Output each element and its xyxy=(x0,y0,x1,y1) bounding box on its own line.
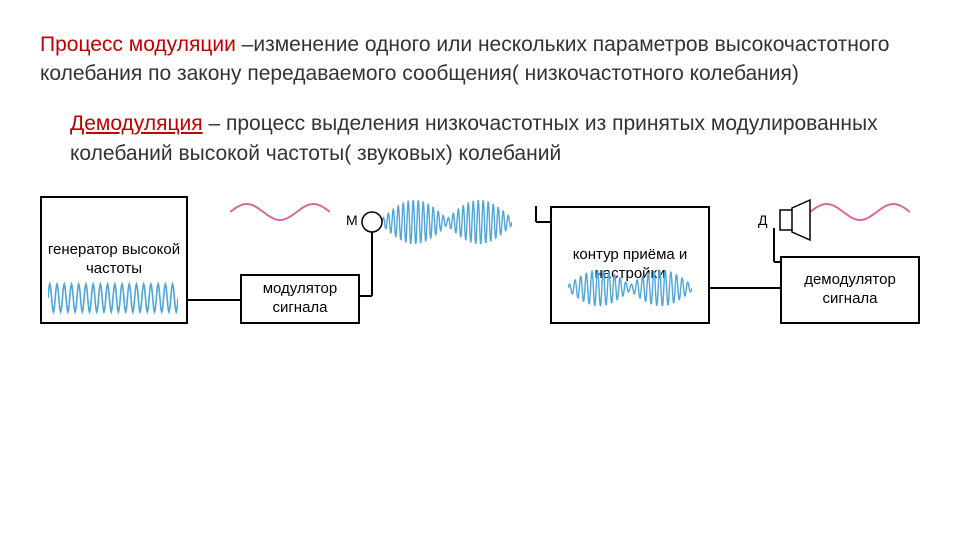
term-modulation: Процесс модуляции xyxy=(40,33,236,56)
label-d-speaker: Д xyxy=(758,212,767,228)
label-m-antenna: М xyxy=(346,212,358,228)
term-demodulation: Демодуляция xyxy=(70,112,203,135)
modulation-diagram: генератор высокой частотымодулятор сигна… xyxy=(40,188,940,368)
diagram-overlay xyxy=(40,188,940,368)
demod-paragraph: Демодуляция – процесс выделения низкочас… xyxy=(40,109,920,170)
intro-paragraph: Процесс модуляции –изменение одного или … xyxy=(40,30,920,89)
